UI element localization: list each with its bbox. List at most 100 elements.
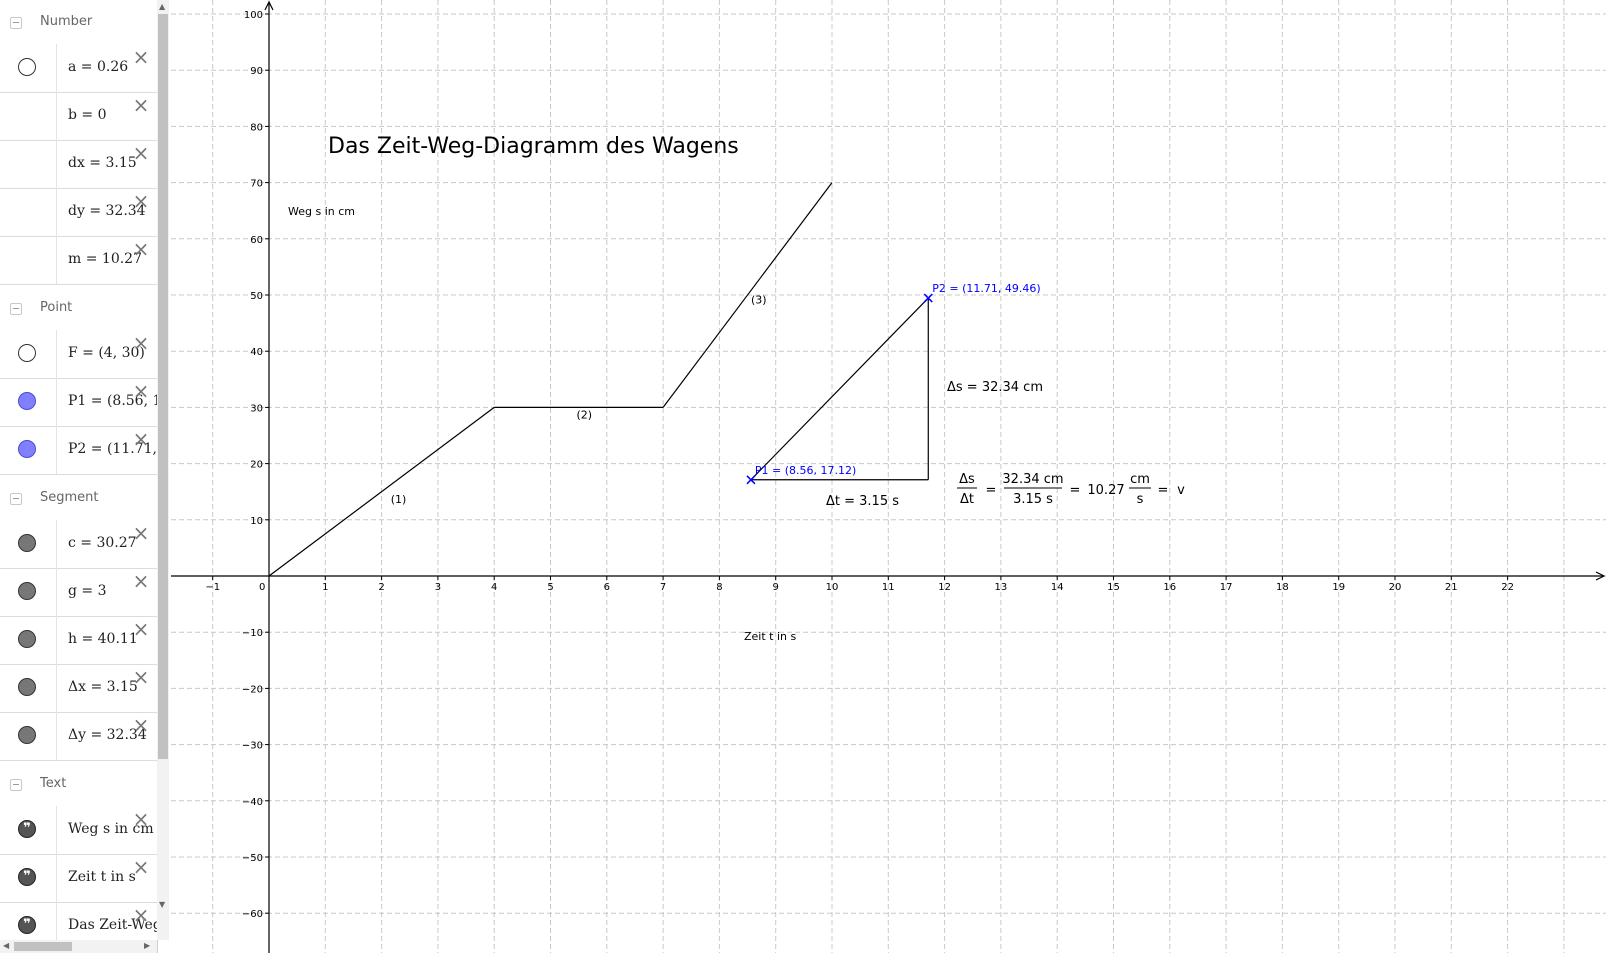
algebra-row[interactable]: b = 0 × [0, 92, 157, 141]
close-icon[interactable]: × [132, 93, 150, 117]
algebra-row[interactable]: h = 40.11 × [0, 616, 157, 665]
visibility-toggle[interactable] [0, 664, 57, 712]
visibility-toggle[interactable]: ❞ [0, 806, 57, 854]
visibility-dot-icon[interactable] [18, 582, 36, 600]
visibility-toggle[interactable] [0, 568, 57, 616]
collapse-icon[interactable] [10, 493, 22, 505]
scroll-up-arrow-icon[interactable]: ▲ [159, 2, 166, 11]
group-header-number[interactable]: Number [0, 0, 157, 44]
algebra-row[interactable]: Δy = 32.34 × [0, 712, 157, 761]
algebra-expression[interactable]: h = 40.11 [68, 631, 138, 647]
visibility-toggle[interactable] [0, 426, 57, 474]
scroll-down-arrow-icon[interactable]: ▼ [159, 900, 166, 909]
visibility-dot-icon[interactable] [18, 678, 36, 696]
algebra-expression[interactable]: Das Zeit-Weg-Diagramm des Wagens [68, 917, 158, 933]
collapse-icon[interactable] [10, 17, 22, 29]
segment-label: (1) [391, 493, 407, 506]
secant-segment[interactable] [750, 297, 929, 481]
close-icon[interactable]: × [132, 569, 150, 593]
algebra-row[interactable]: a = 0.26 × [0, 44, 157, 93]
close-icon[interactable]: × [132, 427, 150, 451]
quote-icon[interactable]: ❞ [18, 820, 36, 838]
algebra-row[interactable]: m = 10.27 × [0, 236, 157, 285]
visibility-toggle[interactable] [0, 520, 57, 568]
close-icon[interactable]: × [132, 807, 150, 831]
algebra-expression[interactable]: Δx = 3.15 [68, 679, 138, 695]
algebra-expression[interactable]: c = 30.27 [68, 535, 137, 551]
visibility-toggle[interactable] [0, 330, 57, 378]
scroll-right-arrow-icon[interactable]: ▶ [144, 941, 151, 950]
algebra-expression[interactable]: a = 0.26 [68, 59, 129, 75]
algebra-row[interactable]: P2 = (11.71, 49.46)× [0, 426, 157, 475]
algebra-expression[interactable]: g = 3 [68, 583, 107, 599]
visibility-dot-icon[interactable] [18, 344, 36, 362]
visibility-dot-icon[interactable] [18, 534, 36, 552]
vertical-scroll-thumb[interactable] [158, 14, 168, 759]
graphics-view[interactable]: −1 0 1 2 3 4 5 6 7 8 9 10 11 12 13 14 15 16 17 18 19 20 21 22−6… [171, 0, 1606, 953]
algebra-expression[interactable]: Δy = 32.34 [68, 727, 147, 743]
collapse-icon[interactable] [10, 779, 22, 791]
close-icon[interactable]: × [132, 379, 150, 403]
visibility-toggle[interactable] [0, 712, 57, 760]
formula-delta-s: Δs [959, 472, 975, 487]
group-header-segment[interactable]: Segment [0, 476, 157, 520]
visibility-toggle[interactable] [0, 140, 57, 188]
horizontal-scroll-thumb[interactable] [14, 942, 72, 951]
equals-sign: = [1158, 483, 1169, 498]
algebra-row[interactable]: ❞ Weg s in cm × [0, 806, 157, 855]
point-p2-cross-icon[interactable] [923, 293, 933, 303]
algebra-row[interactable]: dx = 3.15 × [0, 140, 157, 189]
group-header-point[interactable]: Point [0, 286, 157, 330]
group-header-text[interactable]: Text [0, 762, 157, 806]
close-icon[interactable]: × [132, 617, 150, 641]
close-icon[interactable]: × [132, 237, 150, 261]
algebra-row[interactable]: c = 30.27 × [0, 520, 157, 569]
visibility-toggle[interactable]: ❞ [0, 902, 57, 950]
visibility-toggle[interactable]: ❞ [0, 854, 57, 902]
visibility-toggle[interactable] [0, 44, 57, 92]
quote-icon[interactable]: ❞ [18, 916, 36, 934]
close-icon[interactable]: × [132, 855, 150, 879]
algebra-row[interactable]: dy = 32.34 × [0, 188, 157, 237]
algebra-row[interactable]: Δx = 3.15 × [0, 664, 157, 713]
algebra-vertical-scrollbar[interactable]: ▲ ▼ [157, 0, 169, 940]
graph-segment-3[interactable] [662, 182, 833, 408]
algebra-row[interactable]: F = (4, 30) × [0, 330, 157, 379]
visibility-dot-icon[interactable] [18, 440, 36, 458]
visibility-dot-icon[interactable] [18, 392, 36, 410]
close-icon[interactable]: × [132, 141, 150, 165]
algebra-expression[interactable]: Weg s in cm [68, 821, 154, 837]
visibility-toggle[interactable] [0, 616, 57, 664]
point-p1-cross-icon[interactable] [746, 475, 756, 485]
visibility-dot-icon[interactable] [18, 630, 36, 648]
visibility-toggle[interactable] [0, 378, 57, 426]
algebra-expression[interactable]: dx = 3.15 [68, 155, 137, 171]
close-icon[interactable]: × [132, 665, 150, 689]
algebra-expression[interactable]: b = 0 [68, 107, 107, 123]
collapse-icon[interactable] [10, 303, 22, 315]
algebra-expression[interactable]: dy = 32.34 [68, 203, 146, 219]
algebra-expression[interactable]: m = 10.27 [68, 251, 142, 267]
algebra-expression[interactable]: F = (4, 30) [68, 345, 145, 361]
algebra-expression[interactable]: P2 = (11.71, 49.46) [68, 441, 157, 457]
quote-icon[interactable]: ❞ [18, 868, 36, 886]
algebra-row[interactable]: P1 = (8.56, 17.12)× [0, 378, 157, 427]
close-icon[interactable]: × [132, 189, 150, 213]
close-icon[interactable]: × [132, 903, 150, 927]
algebra-row[interactable]: g = 3 × [0, 568, 157, 617]
visibility-dot-icon[interactable] [18, 58, 36, 76]
visibility-toggle[interactable] [0, 236, 57, 284]
close-icon[interactable]: × [132, 713, 150, 737]
close-icon[interactable]: × [132, 521, 150, 545]
algebra-expression[interactable]: Zeit t in s [68, 869, 136, 885]
algebra-row[interactable]: ❞ Zeit t in s × [0, 854, 157, 903]
visibility-toggle[interactable] [0, 188, 57, 236]
visibility-toggle[interactable] [0, 92, 57, 140]
algebra-horizontal-scrollbar[interactable]: ◀ ▶ [0, 940, 157, 953]
visibility-dot-icon[interactable] [18, 726, 36, 744]
scroll-left-arrow-icon[interactable]: ◀ [3, 941, 10, 950]
close-icon[interactable]: × [132, 331, 150, 355]
close-icon[interactable]: × [132, 45, 150, 69]
graph-segment-1[interactable] [268, 406, 495, 577]
algebra-expression[interactable]: P1 = (8.56, 17.12) [68, 393, 157, 409]
